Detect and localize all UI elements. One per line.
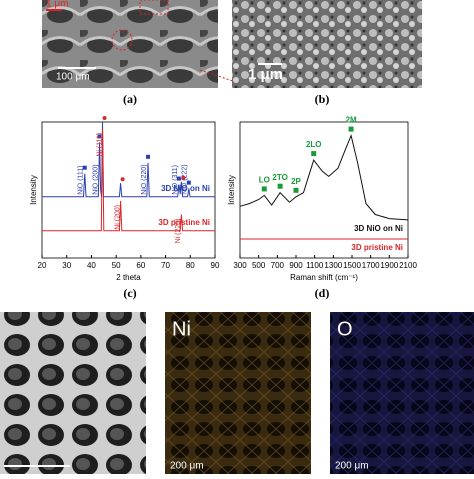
x-axis-label: Raman shift (cm⁻¹) — [290, 273, 358, 282]
peak-label: 2P — [291, 177, 301, 186]
peak-label: 2LO — [306, 140, 322, 149]
peak-label: 2M — [346, 116, 357, 125]
x-tick-label: 700 — [271, 261, 285, 270]
peak-marker — [181, 175, 186, 180]
plot-frame — [41, 121, 216, 259]
peak-label: 2TO — [272, 173, 287, 182]
element-label: O — [337, 318, 353, 340]
peak-marker — [348, 126, 354, 132]
series-label: 3D NiO on Ni — [161, 184, 210, 193]
series-label: 3D NiO on Ni — [354, 224, 403, 233]
peak-label: NiO (200) — [92, 164, 99, 194]
scale-label: 100 μm — [56, 72, 90, 83]
series-line — [42, 128, 215, 232]
panel-label: (b) — [315, 92, 330, 106]
peak-marker — [293, 187, 299, 193]
scale-label: 200 μm — [335, 461, 369, 472]
peak-marker — [146, 154, 151, 159]
scale-label: 1 μm — [46, 0, 68, 10]
series-line — [239, 133, 409, 221]
peak-label: NiO (111) — [78, 165, 85, 194]
scale-label: 200 μm — [170, 461, 204, 472]
eds-map — [330, 312, 474, 474]
peak-label: NiO (311) — [172, 165, 179, 195]
element-label: Ni — [172, 318, 191, 340]
x-tick-label: 900 — [289, 261, 303, 270]
y-axis-label: Intensity — [29, 175, 38, 205]
x-tick-label: 80 — [186, 261, 195, 270]
sem-image — [232, 0, 422, 88]
x-tick-label: 60 — [136, 261, 145, 270]
x-tick-label: 1900 — [380, 261, 398, 270]
peak-label: Ni (111) — [96, 133, 103, 157]
scale-label: 1 μm — [248, 66, 283, 83]
peak-label: Ni (220) — [175, 218, 182, 243]
x-tick-label: 2100 — [399, 261, 417, 270]
peak-marker — [176, 176, 181, 181]
x-axis-label: 2 theta — [116, 273, 141, 282]
y-axis-label: Intensity — [227, 175, 236, 205]
peak-marker — [97, 134, 102, 139]
x-tick-label: 70 — [161, 261, 170, 270]
x-tick-label: 1300 — [324, 261, 342, 270]
peak-label: Ni (200) — [114, 205, 121, 230]
x-tick-label: 30 — [62, 261, 71, 270]
sem-image — [42, 0, 218, 88]
panel-label: (d) — [315, 286, 330, 300]
x-tick-label: 500 — [252, 261, 266, 270]
panel-label: (c) — [123, 286, 136, 300]
x-tick-label: 90 — [211, 261, 220, 270]
series-label: 3D pristine Ni — [351, 243, 403, 252]
x-tick-label: 1500 — [343, 261, 361, 270]
peak-label: LO — [259, 176, 270, 185]
x-tick-label: 20 — [38, 261, 47, 270]
sem-image — [0, 312, 146, 474]
series-line — [42, 121, 215, 198]
x-tick-label: 50 — [112, 261, 121, 270]
peak-marker — [120, 177, 125, 182]
peak-label: NiO (220) — [141, 164, 148, 194]
peak-marker — [277, 183, 283, 189]
peak-marker — [261, 186, 267, 192]
highlight — [111, 29, 133, 51]
eds-map — [165, 312, 311, 474]
peak-marker — [102, 116, 107, 120]
highlight — [139, 0, 169, 15]
peak-marker — [186, 180, 191, 185]
panel-label: (a) — [123, 92, 137, 106]
x-tick-label: 1100 — [306, 261, 324, 270]
plot-frame — [239, 121, 409, 259]
peak-label: NiO (222) — [182, 164, 189, 194]
series-label: 3D pristine Ni — [158, 218, 210, 227]
x-tick-label: 300 — [233, 261, 247, 270]
x-tick-label: 40 — [87, 261, 96, 270]
x-tick-label: 1700 — [362, 261, 380, 270]
peak-marker — [311, 151, 317, 157]
peak-marker — [82, 165, 87, 170]
